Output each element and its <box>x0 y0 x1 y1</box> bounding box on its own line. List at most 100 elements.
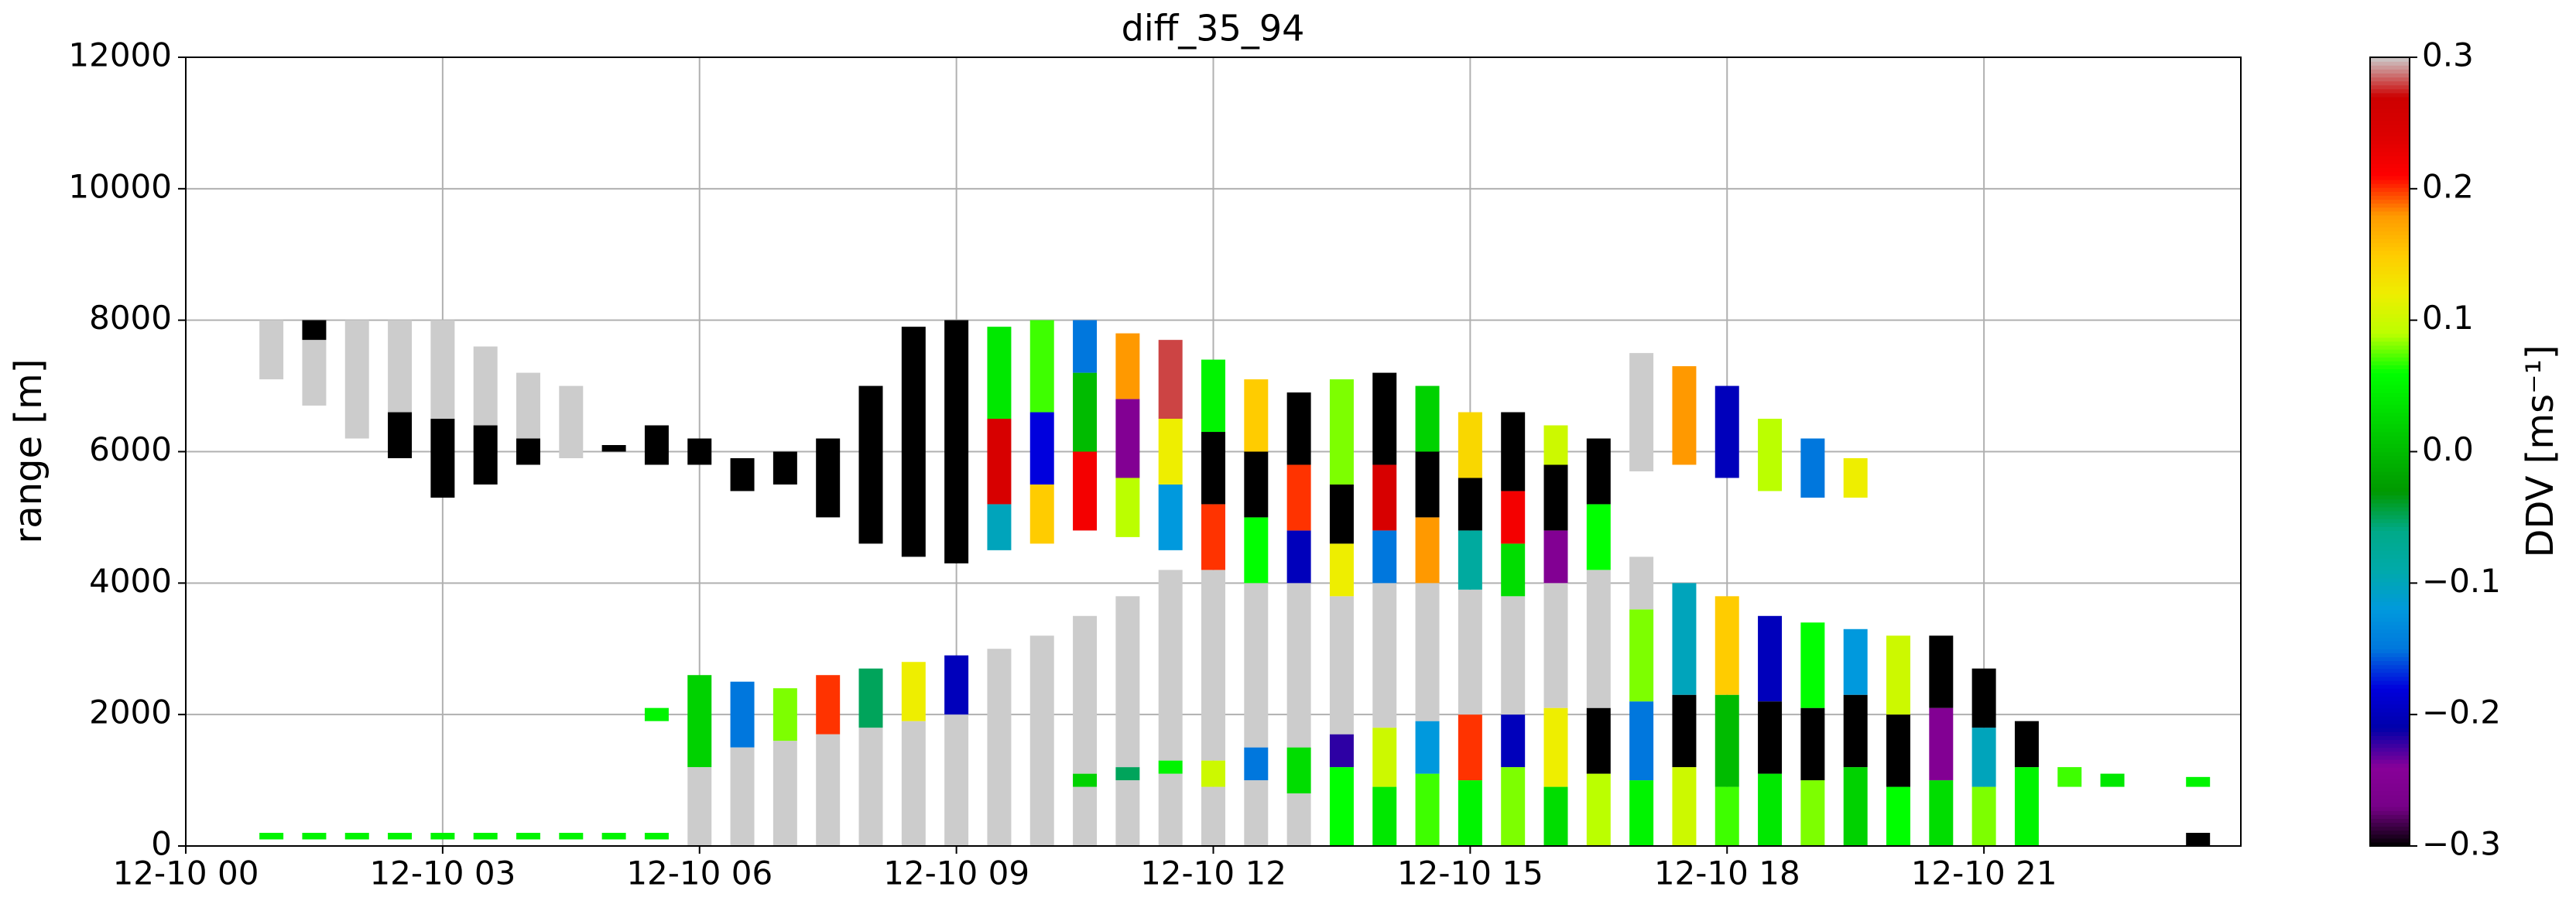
y-tick-label: 12000 <box>68 36 172 74</box>
heatmap-cell <box>302 320 327 341</box>
heatmap-cell <box>730 747 755 846</box>
heatmap-cell <box>1929 707 1954 781</box>
heatmap-cell <box>1501 714 1526 768</box>
colorbar-swatch <box>2370 152 2410 156</box>
colorbar-tick-label: −0.2 <box>2422 694 2501 731</box>
heatmap-cell <box>1886 786 1910 846</box>
heatmap-cell <box>1201 760 1225 787</box>
heatmap-cell <box>687 438 712 465</box>
colorbar-swatch <box>2370 222 2410 228</box>
heatmap-cell <box>1886 635 1910 715</box>
colorbar-swatch <box>2370 175 2410 180</box>
heatmap-cell <box>1843 694 1868 768</box>
heatmap-cell <box>987 327 1012 420</box>
colorbar-swatch <box>2370 502 2410 508</box>
colorbar-swatch <box>2370 577 2410 583</box>
heatmap-cell <box>344 320 369 439</box>
colorbar-swatch <box>2370 325 2410 330</box>
heatmap-cell <box>1029 412 1054 485</box>
x-tick-label: 12-10 18 <box>1654 854 1800 892</box>
colorbar-swatch <box>2370 337 2410 342</box>
heatmap-cell <box>1629 701 1654 781</box>
colorbar-swatch <box>2370 361 2410 366</box>
heatmap-cell <box>2100 773 2125 787</box>
heatmap-cell <box>1501 767 1526 846</box>
colorbar-swatch <box>2370 135 2410 141</box>
colorbar-swatch <box>2370 558 2410 563</box>
colorbar-swatch <box>2370 794 2410 800</box>
colorbar-swatch <box>2370 802 2410 807</box>
heatmap-cell <box>559 833 584 840</box>
colorbar-swatch <box>2370 231 2410 235</box>
heatmap-cell <box>1714 694 1739 787</box>
colorbar-swatch <box>2370 423 2410 429</box>
colorbar-swatch <box>2370 416 2410 421</box>
heatmap-cell <box>944 655 969 715</box>
colorbar-swatch <box>2370 515 2410 519</box>
heatmap-cell <box>1758 773 1783 846</box>
heatmap-cell <box>1800 622 1825 708</box>
heatmap-cell <box>473 346 498 426</box>
colorbar-swatch <box>2370 179 2410 184</box>
heatmap-cell <box>1543 464 1568 531</box>
colorbar-swatch <box>2370 238 2410 244</box>
heatmap-cell <box>1971 728 1996 787</box>
colorbar-swatch <box>2370 498 2410 504</box>
colorbar-swatch <box>2370 798 2410 803</box>
heatmap-cell <box>1372 372 1397 465</box>
colorbar-swatch <box>2370 349 2410 354</box>
colorbar-swatch <box>2370 167 2410 173</box>
colorbar-swatch <box>2370 124 2410 129</box>
colorbar-tick-label: −0.1 <box>2422 562 2501 600</box>
colorbar-swatch <box>2370 258 2410 263</box>
colorbar-swatch <box>2370 711 2410 717</box>
heatmap-cell <box>388 833 413 840</box>
colorbar-swatch <box>2370 668 2410 673</box>
heatmap-cell <box>1501 491 1526 544</box>
colorbar-swatch <box>2370 278 2410 283</box>
colorbar-swatch <box>2370 628 2410 634</box>
heatmap-cell <box>644 833 669 840</box>
colorbar-swatch <box>2370 116 2410 122</box>
colorbar-tick-label: 0.2 <box>2422 167 2474 205</box>
heatmap-cell <box>344 833 369 840</box>
heatmap-cell <box>1629 353 1654 471</box>
colorbar-swatch <box>2370 159 2410 165</box>
heatmap-cell <box>1372 464 1397 531</box>
colorbar-swatch <box>2370 506 2410 512</box>
heatmap-cell <box>1244 379 1269 452</box>
colorbar-swatch <box>2370 254 2410 259</box>
heatmap-cell <box>1800 707 1825 781</box>
x-tick-label: 12-10 12 <box>1140 854 1286 892</box>
colorbar-swatch <box>2370 144 2410 149</box>
colorbar-swatch <box>2370 310 2410 314</box>
heatmap-cell <box>1329 734 1354 768</box>
colorbar-swatch <box>2370 432 2410 437</box>
colorbar-swatch <box>2370 120 2410 125</box>
heatmap-cell <box>2186 833 2211 846</box>
colorbar-swatch <box>2370 728 2410 732</box>
y-tick-label: 8000 <box>89 299 172 337</box>
heatmap-cell <box>1158 570 1183 761</box>
chart-title: diff_35_94 <box>1122 8 1305 50</box>
heatmap-cell <box>430 833 455 840</box>
colorbar-swatch <box>2370 704 2410 709</box>
colorbar-swatch <box>2370 436 2410 440</box>
heatmap-cell <box>2057 767 2082 787</box>
heatmap-cell <box>1758 419 1783 491</box>
colorbar-swatch <box>2370 625 2410 630</box>
heatmap-cell <box>730 681 755 748</box>
colorbar-swatch <box>2370 266 2410 271</box>
colorbar-swatch <box>2370 700 2410 705</box>
colorbar-swatch <box>2370 368 2410 374</box>
heatmap-cell <box>473 833 498 840</box>
colorbar-swatch <box>2370 333 2410 338</box>
colorbar-swatch <box>2370 274 2410 279</box>
heatmap-cell <box>1714 786 1739 846</box>
colorbar-swatch <box>2370 297 2410 303</box>
colorbar-swatch <box>2370 408 2410 413</box>
colorbar-swatch <box>2370 112 2410 118</box>
colorbar-swatch <box>2370 649 2410 653</box>
heatmap-cell <box>473 425 498 485</box>
